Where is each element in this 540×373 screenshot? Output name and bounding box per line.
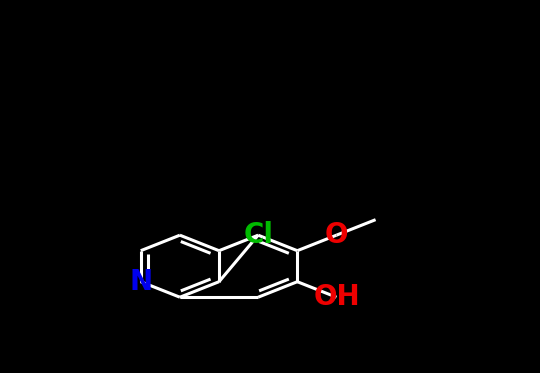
Text: Cl: Cl — [243, 221, 273, 249]
Text: OH: OH — [313, 283, 360, 311]
Text: O: O — [325, 221, 348, 249]
Text: N: N — [129, 268, 152, 296]
